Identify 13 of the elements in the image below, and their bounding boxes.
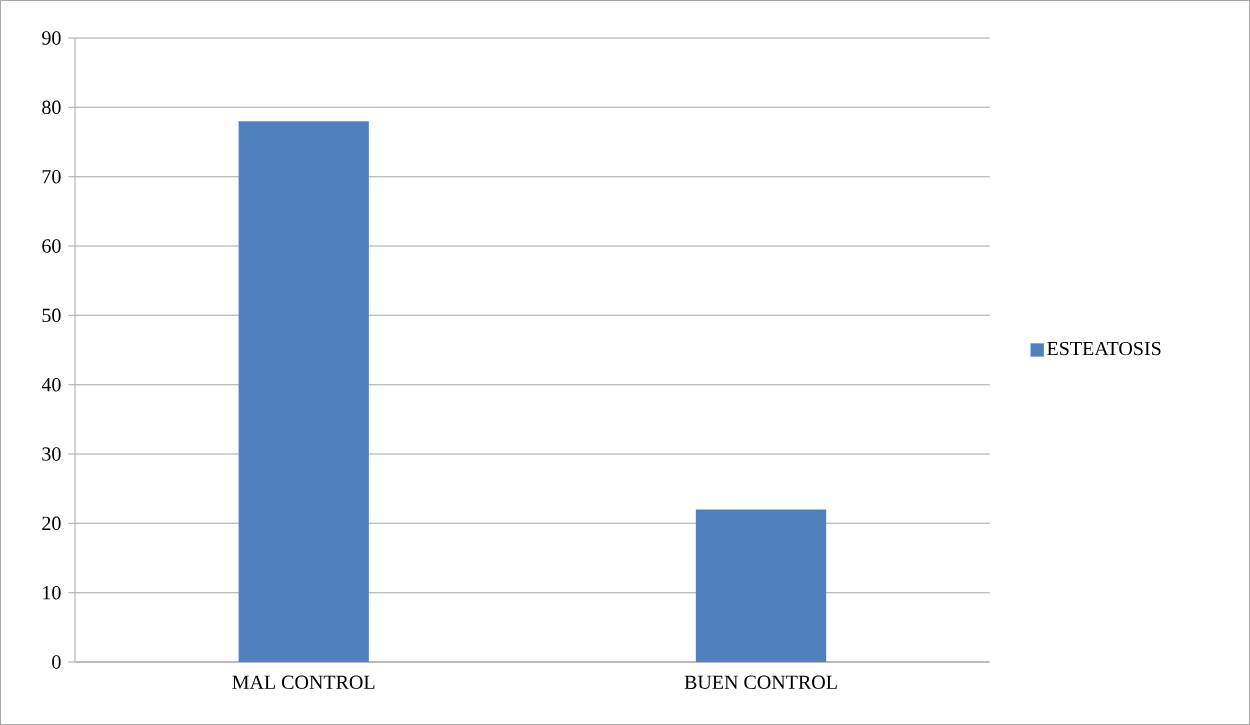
legend-label: ESTEATOSIS xyxy=(1047,341,1161,356)
y-tick-label: 70 xyxy=(42,169,61,184)
y-tick-label: 30 xyxy=(42,447,61,461)
y-tick-label: 90 xyxy=(42,31,61,45)
x-tick-label: BUEN CONTROL xyxy=(684,675,837,690)
y-tick-label: 40 xyxy=(41,377,61,392)
y-tick-label: 0 xyxy=(52,655,61,669)
y-tick-label: 50 xyxy=(42,308,61,323)
y-tick-label: 20 xyxy=(42,516,61,531)
y-tick-label: 10 xyxy=(43,585,61,600)
x-tick-label: MAL CONTROL xyxy=(232,675,375,690)
y-tick-label: 80 xyxy=(42,100,61,115)
y-tick-label: 60 xyxy=(42,239,61,253)
